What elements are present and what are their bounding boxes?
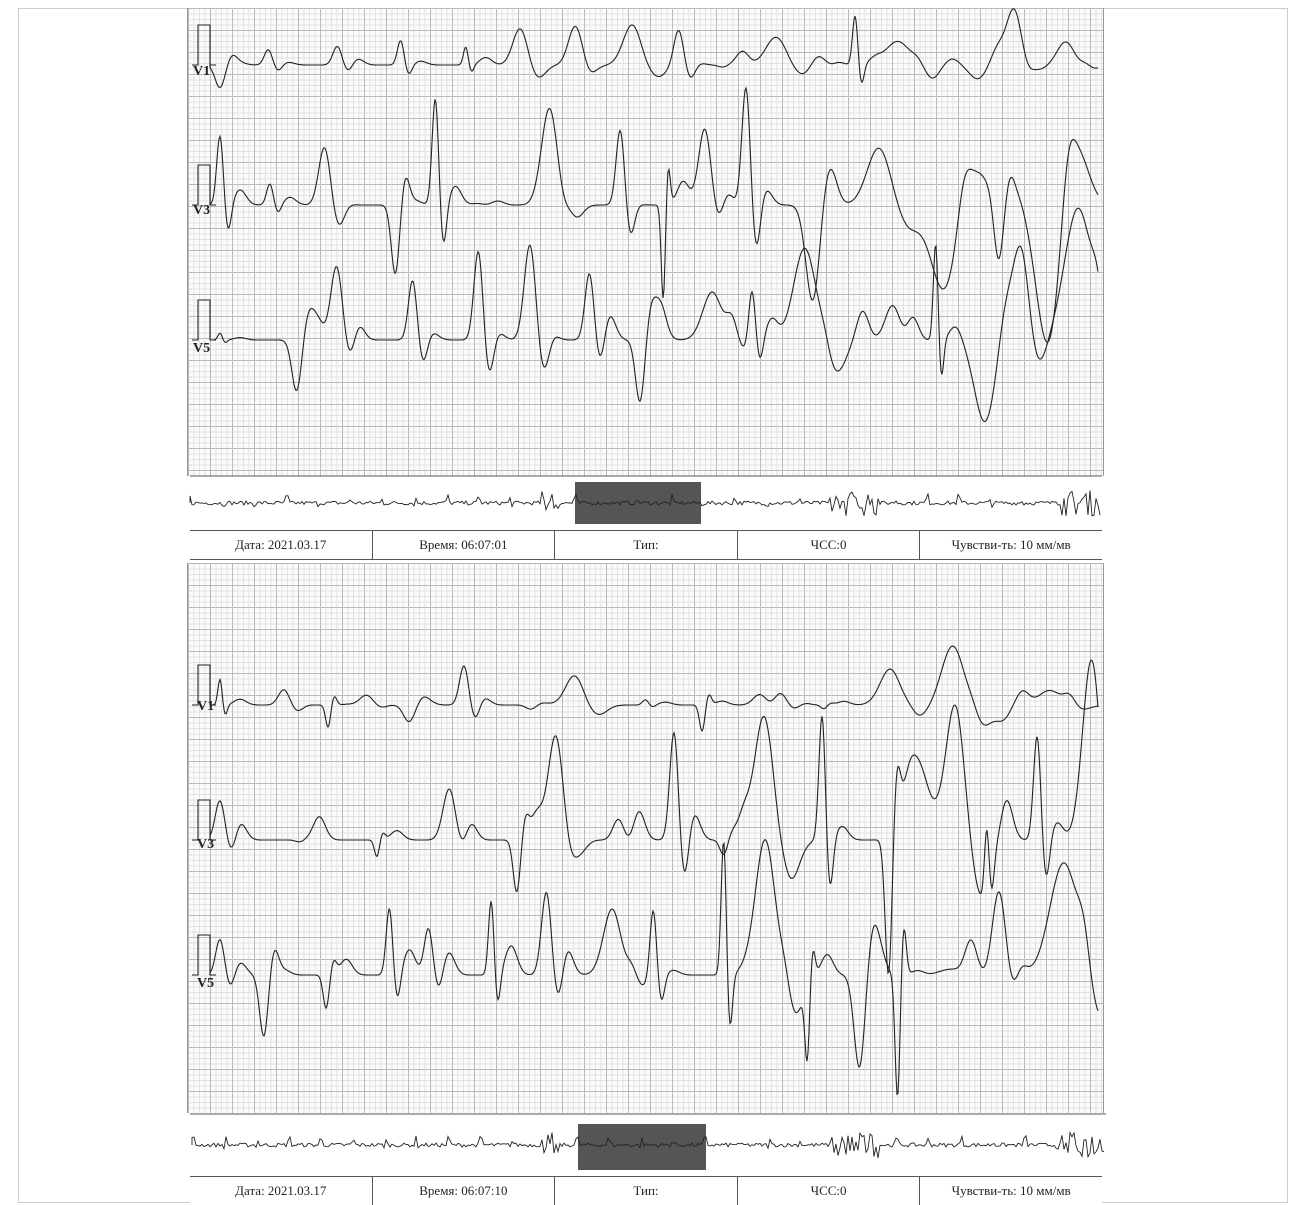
lead-label: V3 <box>197 837 214 852</box>
footer: Дата: 2021.03.17 Время: 06:07:01 Тип: ЧС… <box>190 530 1102 560</box>
ecg-trace <box>210 208 1098 421</box>
ecg-trace <box>192 300 216 340</box>
type: Тип: <box>554 531 737 559</box>
marker-block <box>575 482 701 524</box>
page: V1 V3 V5 V1 V3 V5 Дата: 2021.03.17 Время… <box>0 0 1306 1205</box>
type: Тип: <box>554 1177 737 1205</box>
lead-label: V5 <box>197 976 214 991</box>
heart-rate: ЧСС:0 <box>737 1177 920 1205</box>
date: Дата: 2021.03.17 <box>190 531 372 559</box>
marker-block <box>578 1124 706 1170</box>
lead-label: V1 <box>197 699 214 714</box>
traces: V1 V3 V5 V1 V3 V5 <box>0 0 1306 1205</box>
lead-label: V1 <box>193 64 210 79</box>
date: Дата: 2021.03.17 <box>190 1177 372 1205</box>
time: Время: 06:07:01 <box>372 531 555 559</box>
ecg-trace <box>192 25 216 65</box>
heart-rate: ЧСС:0 <box>737 531 920 559</box>
lead-label: V5 <box>193 341 210 356</box>
lead-label: V3 <box>193 203 210 218</box>
ecg-trace <box>210 9 1098 88</box>
sensitivity: Чувстви-ть: 10 мм/мв <box>919 531 1102 559</box>
ecg-trace <box>210 646 1098 731</box>
ecg-trace <box>192 800 216 840</box>
ecg-trace <box>210 88 1098 342</box>
time: Время: 06:07:10 <box>372 1177 555 1205</box>
sensitivity: Чувстви-ть: 10 мм/мв <box>919 1177 1102 1205</box>
footer: Дата: 2021.03.17 Время: 06:07:10 Тип: ЧС… <box>190 1176 1102 1205</box>
ecg-trace <box>210 660 1098 973</box>
ecg-trace <box>210 840 1098 1094</box>
